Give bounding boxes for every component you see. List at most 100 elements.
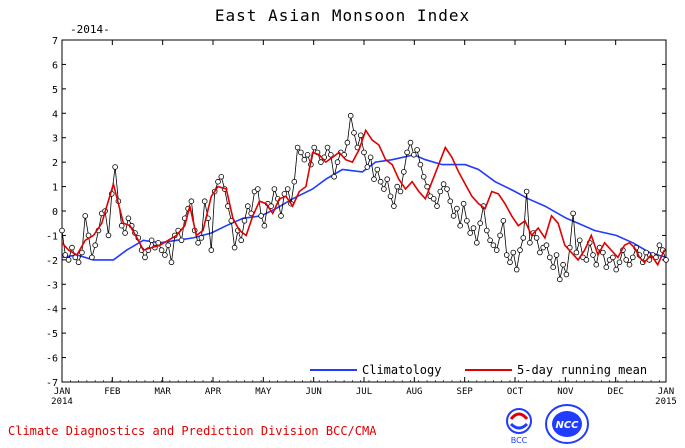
daily-point <box>245 203 251 209</box>
daily-point <box>165 242 172 249</box>
daily-point <box>258 213 264 219</box>
daily-point <box>570 210 576 217</box>
daily-point <box>261 222 268 229</box>
daily-point <box>254 186 261 192</box>
daily-point <box>374 166 381 173</box>
daily-point <box>464 218 470 224</box>
daily-point <box>381 186 387 192</box>
daily-point <box>444 186 450 192</box>
daily-point <box>537 249 543 256</box>
daily-point <box>573 249 580 256</box>
daily-point <box>560 261 566 268</box>
daily-point <box>546 254 553 261</box>
daily-point <box>414 147 420 153</box>
daily-point <box>643 249 649 256</box>
daily-point <box>473 240 480 246</box>
daily-point <box>142 254 148 261</box>
x-tick-label: MAY <box>255 387 272 397</box>
daily-point <box>583 257 590 263</box>
daily-point <box>361 149 367 156</box>
y-tick-label: -2 <box>46 256 58 267</box>
daily-point <box>610 254 616 261</box>
daily-point <box>593 261 600 268</box>
x-tick-label: NOV <box>557 387 574 397</box>
daily-point <box>367 154 374 161</box>
daily-point <box>437 188 444 195</box>
daily-point <box>311 144 318 151</box>
x-tick-year-label: 2015 <box>655 397 677 407</box>
x-tick-label: APR <box>205 387 222 397</box>
daily-point <box>178 237 185 244</box>
x-tick-label: JAN <box>54 387 70 397</box>
daily-point <box>391 203 397 209</box>
daily-point <box>497 232 503 239</box>
daily-point <box>556 276 563 283</box>
daily-point <box>404 149 410 156</box>
y-tick-label: -4 <box>46 305 58 316</box>
daily-point <box>576 237 583 244</box>
daily-point <box>394 183 401 190</box>
daily-point <box>420 174 427 180</box>
daily-point <box>118 222 125 229</box>
daily-point <box>450 213 457 219</box>
bcc-logo: BCC <box>506 408 532 445</box>
daily-point <box>417 161 424 168</box>
daily-point <box>553 252 560 258</box>
daily-point <box>460 200 467 207</box>
daily-point <box>92 242 98 249</box>
daily-point <box>79 249 85 256</box>
daily-point <box>168 259 175 266</box>
daily-point <box>470 225 477 231</box>
daily-point <box>440 181 447 187</box>
ncc-logo: NCC <box>545 404 589 444</box>
daily-point <box>304 152 311 158</box>
y-tick-label: -1 <box>46 231 58 242</box>
daily-point <box>371 176 377 183</box>
daily-point <box>125 215 132 222</box>
daily-point <box>89 254 95 261</box>
y-tick-label: 2 <box>52 158 58 169</box>
daily-point <box>563 271 570 278</box>
x-tick-label: AUG <box>406 387 422 397</box>
series-running-mean-line <box>61 128 666 267</box>
daily-point <box>656 242 663 249</box>
daily-point <box>520 235 527 241</box>
footer-credit: Climate Diagnostics and Prediction Divis… <box>8 424 377 438</box>
daily-point <box>397 188 404 195</box>
chart-title: East Asian Monsoon Index <box>214 6 471 25</box>
daily-point <box>590 252 596 258</box>
daily-point <box>327 152 334 158</box>
daily-point <box>291 178 298 185</box>
daily-point <box>218 174 225 180</box>
x-tick-label: DEC <box>608 387 624 397</box>
daily-point <box>271 186 278 192</box>
daily-point <box>477 220 484 227</box>
daily-point <box>400 169 407 175</box>
daily-point <box>434 203 440 209</box>
daily-point <box>517 247 523 253</box>
daily-point <box>324 144 331 151</box>
daily-point <box>298 149 304 156</box>
plot-frame <box>61 39 667 383</box>
x-tick-label: SEP <box>457 387 474 397</box>
daily-point <box>603 264 610 271</box>
daily-point <box>278 213 284 219</box>
daily-point <box>467 230 474 236</box>
daily-point <box>238 237 245 244</box>
daily-point <box>430 196 437 202</box>
daily-point <box>523 188 530 195</box>
y-tick-label: 4 <box>52 109 58 120</box>
daily-point <box>284 186 291 192</box>
svg-text:BCC: BCC <box>511 436 528 445</box>
daily-point <box>62 252 69 258</box>
daily-point <box>301 156 308 163</box>
y-tick-label: -3 <box>46 280 58 291</box>
daily-point <box>377 178 384 185</box>
legend-running-mean-label: 5-day running mean <box>517 363 647 377</box>
x-tick-label: FEB <box>104 387 120 397</box>
daily-point <box>351 130 357 136</box>
daily-point <box>503 252 510 258</box>
daily-point <box>457 222 464 229</box>
y-tick-label: 5 <box>52 85 58 96</box>
daily-point <box>201 198 208 205</box>
